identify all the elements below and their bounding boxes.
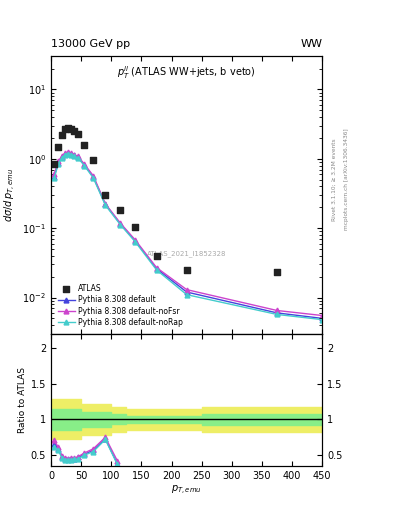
ATLAS — [71, 127, 77, 135]
Text: 13000 GeV pp: 13000 GeV pp — [51, 38, 130, 49]
Pythia 8.308 default-noRap — [118, 222, 123, 228]
Pythia 8.308 default — [275, 310, 279, 316]
ATLAS — [184, 266, 190, 274]
Pythia 8.308 default-noRap — [56, 161, 61, 167]
Pythia 8.308 default-noFsr — [62, 150, 67, 156]
Text: ATLAS_2021_I1852328: ATLAS_2021_I1852328 — [147, 250, 226, 258]
Pythia 8.308 default-noFsr — [82, 161, 86, 167]
Pythia 8.308 default — [76, 154, 81, 160]
ATLAS — [102, 191, 108, 199]
Pythia 8.308 default-noRap — [184, 291, 189, 297]
Pythia 8.308 default-noRap — [103, 202, 108, 208]
Pythia 8.308 default-noRap — [154, 267, 159, 273]
Pythia 8.308 default-noFsr — [91, 173, 95, 179]
Pythia 8.308 default — [60, 154, 64, 160]
Pythia 8.308 default-noFsr — [133, 237, 138, 243]
ATLAS — [81, 140, 87, 148]
Pythia 8.308 default-noFsr — [66, 149, 70, 155]
Legend: ATLAS, Pythia 8.308 default, Pythia 8.308 default-noFsr, Pythia 8.308 default-no: ATLAS, Pythia 8.308 default, Pythia 8.30… — [55, 281, 186, 330]
Y-axis label: Ratio to ATLAS: Ratio to ATLAS — [18, 367, 27, 433]
Pythia 8.308 default-noFsr — [72, 152, 76, 158]
ATLAS — [117, 206, 123, 215]
Pythia 8.308 default-noRap — [52, 176, 57, 182]
Pythia 8.308 default-noFsr — [118, 220, 123, 226]
Pythia 8.308 default-noRap — [133, 239, 138, 245]
Pythia 8.308 default — [69, 151, 73, 157]
Pythia 8.308 default-noFsr — [275, 307, 279, 313]
Line: Pythia 8.308 default: Pythia 8.308 default — [51, 151, 325, 321]
Pythia 8.308 default-noFsr — [184, 287, 189, 293]
ATLAS — [75, 130, 81, 138]
Line: Pythia 8.308 default-noFsr: Pythia 8.308 default-noFsr — [51, 150, 325, 318]
Pythia 8.308 default-noRap — [60, 155, 64, 161]
Pythia 8.308 default-noFsr — [320, 312, 325, 318]
ATLAS — [68, 125, 74, 134]
Text: mcplots.cern.ch [arXiv:1306.3436]: mcplots.cern.ch [arXiv:1306.3436] — [344, 129, 349, 230]
Pythia 8.308 default — [133, 238, 138, 244]
Pythia 8.308 default-noRap — [62, 152, 67, 158]
ATLAS — [274, 268, 280, 276]
Pythia 8.308 default-noRap — [76, 155, 81, 161]
Text: WW: WW — [300, 38, 322, 49]
X-axis label: $p_{T,emu}$: $p_{T,emu}$ — [171, 483, 202, 497]
Pythia 8.308 default-noFsr — [56, 158, 61, 164]
Pythia 8.308 default-noRap — [66, 151, 70, 157]
ATLAS — [59, 131, 65, 139]
Pythia 8.308 default — [82, 162, 86, 168]
Pythia 8.308 default-noRap — [82, 162, 86, 168]
ATLAS — [153, 252, 160, 260]
ATLAS — [90, 156, 96, 164]
Pythia 8.308 default — [66, 150, 70, 156]
Pythia 8.308 default-noFsr — [154, 265, 159, 271]
Pythia 8.308 default — [52, 174, 57, 180]
Pythia 8.308 default-noRap — [91, 175, 95, 181]
ATLAS — [65, 124, 71, 133]
Pythia 8.308 default — [72, 152, 76, 158]
Text: Rivet 3.1.10; ≥ 3.2M events: Rivet 3.1.10; ≥ 3.2M events — [332, 138, 337, 221]
Pythia 8.308 default — [56, 160, 61, 166]
Pythia 8.308 default — [154, 266, 159, 272]
Pythia 8.308 default-noRap — [275, 311, 279, 317]
Pythia 8.308 default — [320, 315, 325, 322]
Pythia 8.308 default-noFsr — [103, 201, 108, 207]
Pythia 8.308 default-noRap — [69, 152, 73, 158]
Pythia 8.308 default-noRap — [320, 316, 325, 323]
Pythia 8.308 default — [103, 201, 108, 207]
Pythia 8.308 default-noFsr — [69, 150, 73, 156]
ATLAS — [132, 223, 139, 231]
Line: Pythia 8.308 default-noRap: Pythia 8.308 default-noRap — [51, 151, 325, 322]
Text: $p_T^{ll}$ (ATLAS WW+jets, b veto): $p_T^{ll}$ (ATLAS WW+jets, b veto) — [117, 65, 256, 81]
ATLAS — [55, 142, 61, 151]
Pythia 8.308 default-noFsr — [76, 154, 81, 160]
Pythia 8.308 default-noRap — [72, 153, 76, 159]
Pythia 8.308 default-noFsr — [60, 154, 64, 160]
Pythia 8.308 default — [118, 221, 123, 227]
Pythia 8.308 default — [91, 174, 95, 180]
Pythia 8.308 default — [184, 289, 189, 295]
Y-axis label: $d\sigma/d\,p_{T,emu}$: $d\sigma/d\,p_{T,emu}$ — [3, 168, 18, 222]
ATLAS — [51, 160, 57, 168]
Pythia 8.308 default — [62, 151, 67, 157]
Pythia 8.308 default-noFsr — [52, 171, 57, 177]
ATLAS — [62, 125, 68, 134]
